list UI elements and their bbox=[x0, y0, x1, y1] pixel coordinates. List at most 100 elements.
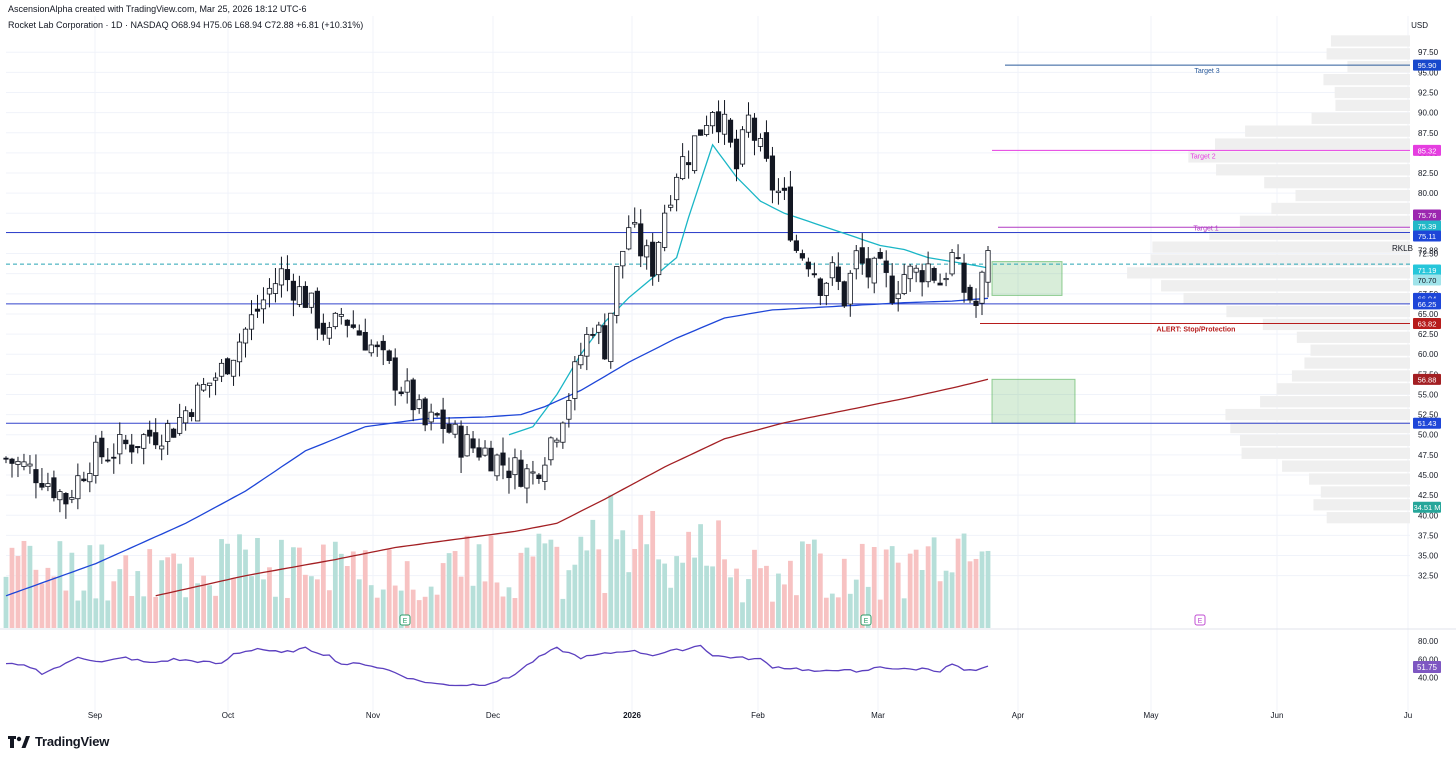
volume-profile-bar bbox=[1310, 344, 1410, 356]
volume-bar bbox=[847, 593, 853, 628]
candle-body bbox=[644, 245, 650, 258]
volume-bar bbox=[434, 594, 440, 628]
volume-bar bbox=[422, 596, 428, 628]
volume-bar bbox=[255, 537, 260, 628]
volume-bar bbox=[3, 576, 9, 628]
volume-profile-bar bbox=[1239, 215, 1410, 227]
price-label-text: 71.19 bbox=[1418, 266, 1437, 275]
candle-body bbox=[9, 458, 15, 464]
candle-body bbox=[518, 459, 524, 487]
candle-body bbox=[416, 399, 422, 409]
candle-body bbox=[542, 464, 548, 482]
candle-body bbox=[524, 468, 530, 489]
volume-profile-bar bbox=[1313, 499, 1410, 511]
volume-bar bbox=[404, 561, 410, 628]
volume-bar bbox=[644, 544, 650, 628]
candle-body bbox=[656, 242, 662, 276]
candle-body bbox=[877, 252, 883, 259]
candle-body bbox=[248, 314, 255, 330]
volume-bar bbox=[961, 533, 967, 628]
candle-body bbox=[87, 473, 93, 483]
candle-body bbox=[57, 491, 63, 501]
volume-profile-bar bbox=[1291, 370, 1410, 382]
volume-bar bbox=[554, 546, 560, 628]
volume-bar bbox=[105, 600, 111, 628]
volume-bar bbox=[530, 556, 536, 628]
candle-body bbox=[494, 454, 500, 477]
candle-body bbox=[344, 319, 350, 326]
volume-profile-bar bbox=[1282, 460, 1410, 472]
candle-body bbox=[272, 283, 279, 294]
volume-bar bbox=[794, 595, 799, 628]
price-label-badge bbox=[1413, 501, 1441, 513]
volume-profile-bar bbox=[1183, 293, 1410, 305]
time-axis-tick: Apr bbox=[1012, 711, 1025, 720]
volume-bar bbox=[668, 587, 674, 628]
candle-body bbox=[775, 190, 782, 193]
volume-bars bbox=[3, 494, 991, 628]
candle-body bbox=[554, 439, 560, 443]
earnings-marker-label: E bbox=[864, 618, 869, 625]
price-label-badge bbox=[1413, 220, 1441, 232]
volume-bar bbox=[428, 586, 434, 628]
candle-body bbox=[290, 280, 297, 301]
candle-body bbox=[482, 447, 488, 456]
candle-body bbox=[614, 266, 620, 316]
volume-bar bbox=[829, 593, 835, 628]
candle-body bbox=[177, 417, 183, 434]
volume-profile-bar bbox=[1304, 357, 1410, 369]
volume-bar bbox=[470, 585, 476, 628]
volume-bar bbox=[518, 552, 524, 628]
volume-bar bbox=[320, 544, 326, 628]
rsi-last-value-badge bbox=[1413, 660, 1441, 673]
candle-body bbox=[572, 361, 578, 399]
volume-bar bbox=[225, 543, 230, 628]
candle-body bbox=[853, 250, 859, 270]
candle-body bbox=[386, 350, 392, 361]
candle-body bbox=[638, 223, 644, 257]
price-label-badge bbox=[1413, 144, 1441, 156]
volume-bar bbox=[955, 538, 961, 628]
candle-body bbox=[476, 447, 482, 458]
volume-bar bbox=[692, 557, 697, 628]
volume-bar bbox=[548, 539, 554, 628]
volume-bar bbox=[45, 567, 51, 628]
volume-profile-bar bbox=[1226, 305, 1410, 318]
volume-bar bbox=[596, 549, 602, 628]
volume-bar bbox=[734, 568, 739, 628]
volume-bar bbox=[410, 589, 416, 628]
volume-bar bbox=[123, 555, 129, 628]
price-axis-tick: 62.50 bbox=[1418, 330, 1439, 339]
candle-body bbox=[985, 250, 991, 283]
candle-body bbox=[123, 439, 129, 445]
volume-bar bbox=[817, 553, 823, 628]
candle-body bbox=[937, 282, 943, 286]
candle-body bbox=[63, 493, 69, 505]
candle-body bbox=[901, 274, 907, 294]
symbol-tag: RKLB bbox=[1392, 244, 1413, 253]
volume-bar bbox=[949, 572, 955, 628]
volume-bar bbox=[87, 545, 93, 628]
tradingview-logo-text: TradingView bbox=[35, 734, 110, 749]
volume-bar bbox=[57, 541, 63, 628]
candle-body bbox=[422, 398, 428, 426]
candle-body bbox=[841, 281, 847, 307]
price-axis-tick: 35.00 bbox=[1418, 552, 1439, 561]
volume-bar bbox=[608, 494, 614, 628]
price-label-text: 66.25 bbox=[1418, 300, 1437, 309]
volume-bar bbox=[758, 568, 763, 628]
volume-bar bbox=[261, 579, 266, 628]
volume-bar bbox=[344, 566, 350, 628]
volume-bar bbox=[416, 600, 422, 628]
candle-body bbox=[506, 470, 512, 479]
price-label-badge bbox=[1413, 317, 1441, 329]
volume-bar bbox=[931, 537, 937, 628]
price-axis-tick: 47.50 bbox=[1418, 451, 1439, 460]
volume-profile-bar bbox=[1311, 112, 1410, 124]
price-axis-tick: 97.50 bbox=[1418, 48, 1439, 57]
moving-average-line bbox=[5, 297, 989, 597]
price-label-badge bbox=[1413, 298, 1441, 310]
volume-bar bbox=[764, 565, 769, 628]
volume-profile-bar bbox=[1150, 254, 1410, 266]
